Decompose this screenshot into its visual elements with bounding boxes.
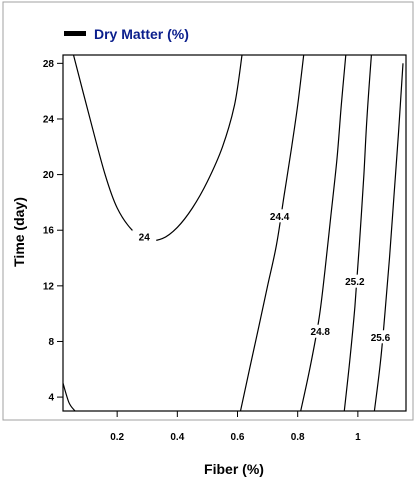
x-tick-label: 0.6 bbox=[231, 432, 245, 443]
contour-lines bbox=[63, 55, 404, 411]
contour-labels: 24 24.4 24.8 25.2 25.6 bbox=[132, 209, 393, 344]
contour-line-3 bbox=[300, 55, 347, 411]
contour-label-0: 24 bbox=[139, 233, 151, 244]
contour-label-bg-2 bbox=[267, 209, 292, 223]
y-tick-label: 24 bbox=[43, 114, 55, 125]
y-tick-label: 16 bbox=[43, 226, 55, 237]
contour-label-bg-0 bbox=[132, 230, 157, 244]
y-axis-label: Time (day) bbox=[11, 197, 27, 267]
contour-label-2: 24.4 bbox=[270, 212, 290, 223]
legend-label: Dry Matter (%) bbox=[94, 26, 189, 42]
contour-label-5: 25.6 bbox=[371, 333, 391, 344]
y-tick-label: 20 bbox=[43, 170, 55, 181]
plot-area bbox=[62, 54, 407, 412]
contour-line-0 bbox=[72, 55, 243, 242]
contour-label-bg-5 bbox=[368, 330, 393, 344]
x-tick-label: 0.8 bbox=[291, 432, 305, 443]
y-tick-label: 4 bbox=[48, 393, 54, 404]
x-tick-label: 0.2 bbox=[110, 432, 124, 443]
y-axis-ticks: 4 8 12 16 20 24 28 bbox=[43, 59, 63, 404]
x-axis-label: Fiber (%) bbox=[204, 461, 264, 477]
y-tick-label: 8 bbox=[48, 337, 54, 348]
x-tick-label: 0.4 bbox=[170, 432, 184, 443]
contour-label-3: 24.8 bbox=[311, 327, 331, 338]
contour-line-2 bbox=[239, 55, 305, 411]
legend-swatch bbox=[64, 31, 86, 36]
x-tick-label: 1 bbox=[355, 432, 361, 443]
y-tick-label: 28 bbox=[43, 59, 55, 70]
y-tick-label: 12 bbox=[43, 281, 55, 292]
contour-line-1 bbox=[63, 383, 76, 411]
contour-label-4: 25.2 bbox=[345, 277, 365, 288]
contour-label-bg-3 bbox=[308, 324, 333, 338]
legend: Dry Matter (%) bbox=[64, 26, 189, 42]
contour-label-bg-4 bbox=[342, 274, 367, 288]
x-axis-ticks: 0.2 0.4 0.6 0.8 1 bbox=[110, 411, 361, 443]
contour-line-4 bbox=[343, 55, 372, 411]
contour-line-5 bbox=[373, 63, 404, 411]
